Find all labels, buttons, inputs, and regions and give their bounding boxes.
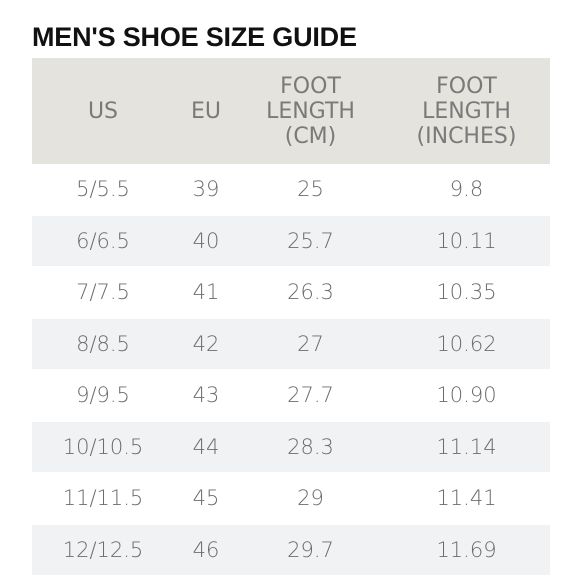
cell-cm: 27.7 [238,369,383,422]
cell-cm: 27 [238,318,383,370]
cell-inches: 10.62 [383,318,550,370]
cell-us: 6/6.5 [32,215,174,267]
cell-us: 10/10.5 [32,421,174,473]
table-row: 8/8.5 42 27 10.62 [32,318,550,370]
cell-inches: 11.14 [383,421,550,473]
header-inches-line: FOOT [436,73,497,99]
cell-eu: 41 [174,266,238,319]
size-guide-table: US EU FOOT LENGTH (CM) FOOT LENGTH (INCH… [32,58,550,576]
header-inches-line: (INCHES) [416,123,517,149]
cell-eu: 40 [174,215,238,267]
cell-cm: 26.3 [238,266,383,319]
cell-cm: 28.3 [238,421,383,473]
cell-cm: 25.7 [238,215,383,267]
cell-inches: 10.11 [383,215,550,267]
cell-inches: 11.41 [383,472,550,525]
cell-eu: 45 [174,472,238,525]
header-cm-line: FOOT [280,73,341,99]
page-title: MEN'S SHOE SIZE GUIDE [32,22,357,52]
cell-eu: 39 [174,164,238,216]
header-foot-length-inches: FOOT LENGTH (INCHES) [383,58,550,164]
cell-cm: 29.7 [238,524,383,576]
cell-inches: 9.8 [383,164,550,216]
cell-cm: 25 [238,164,383,216]
header-cm-line: (CM) [284,123,337,149]
table-row: 10/10.5 44 28.3 11.14 [32,421,550,473]
table-row: 7/7.5 41 26.3 10.35 [32,266,550,319]
cell-inches: 11.69 [383,524,550,576]
table-header-row: US EU FOOT LENGTH (CM) FOOT LENGTH (INCH… [32,58,550,164]
header-inches-line: LENGTH [422,98,511,124]
cell-us: 9/9.5 [32,369,174,422]
table-row: 12/12.5 46 29.7 11.69 [32,524,550,576]
header-eu: EU [174,58,238,164]
cell-eu: 46 [174,524,238,576]
cell-us: 5/5.5 [32,164,174,216]
table-row: 9/9.5 43 27.7 10.90 [32,369,550,422]
table-row: 11/11.5 45 29 11.41 [32,472,550,525]
header-foot-length-cm: FOOT LENGTH (CM) [238,58,383,164]
cell-us: 11/11.5 [32,472,174,525]
cell-cm: 29 [238,472,383,525]
cell-us: 8/8.5 [32,318,174,370]
cell-eu: 42 [174,318,238,370]
cell-us: 7/7.5 [32,266,174,319]
header-cm-line: LENGTH [266,98,355,124]
cell-eu: 44 [174,421,238,473]
table-row: 5/5.5 39 25 9.8 [32,164,550,216]
cell-eu: 43 [174,369,238,422]
cell-us: 12/12.5 [32,524,174,576]
cell-inches: 10.35 [383,266,550,319]
cell-inches: 10.90 [383,369,550,422]
table-row: 6/6.5 40 25.7 10.11 [32,215,550,267]
header-us: US [32,58,174,164]
